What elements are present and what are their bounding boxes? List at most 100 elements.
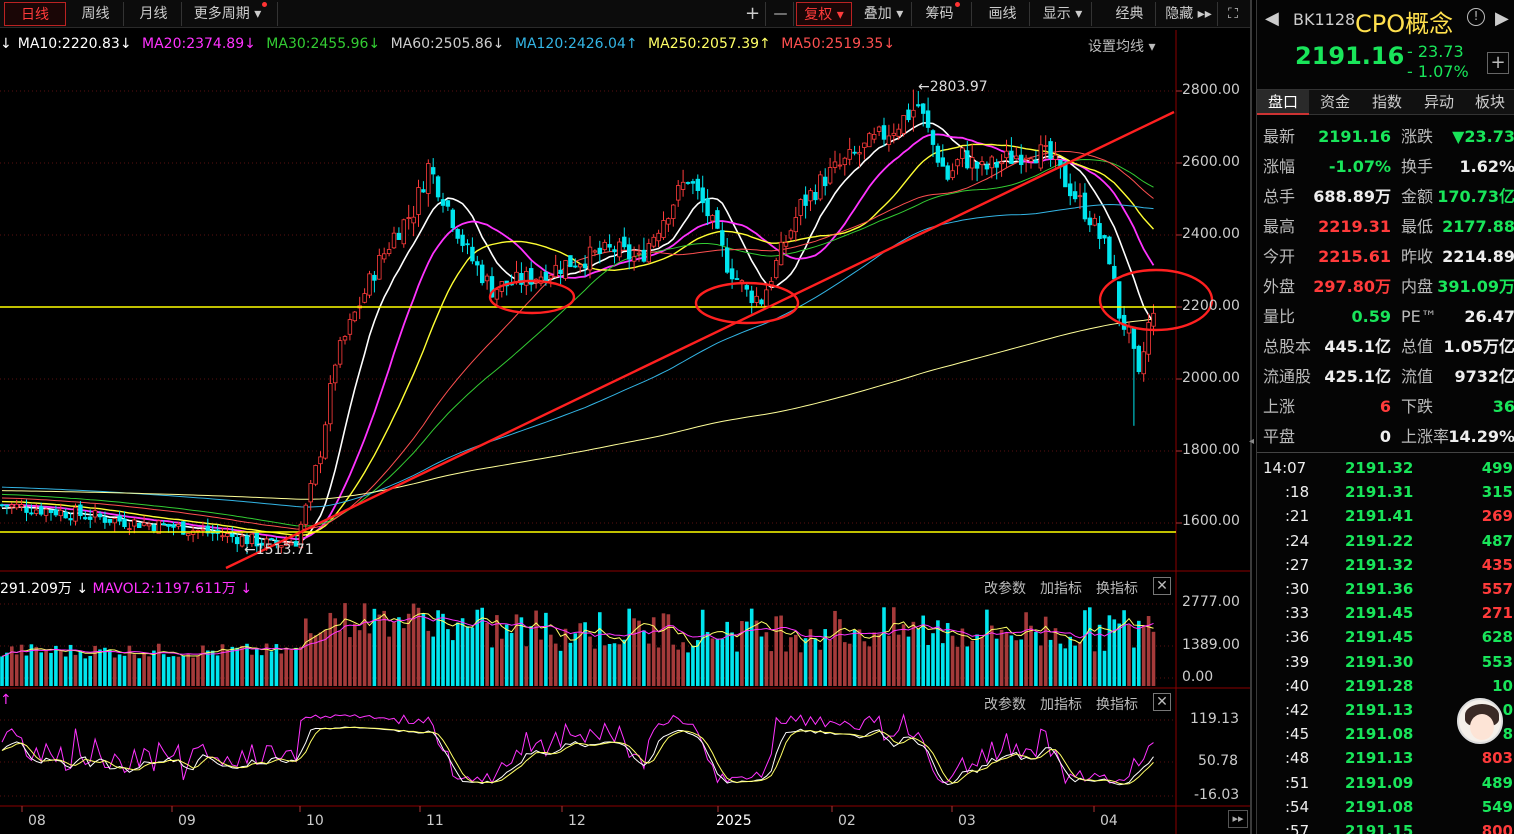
- tab-capital[interactable]: 资金: [1319, 93, 1350, 111]
- fullscreen-icon[interactable]: ⛶: [1228, 6, 1238, 22]
- volume-bar: [607, 643, 612, 686]
- chips-button[interactable]: 筹码: [914, 2, 972, 26]
- candle-body: [901, 115, 906, 134]
- display-dropdown[interactable]: 显示 ▾: [1034, 2, 1092, 26]
- candle-body: [641, 249, 647, 262]
- tab-movement[interactable]: 异动: [1423, 93, 1454, 111]
- scroll-right-icon[interactable]: ▸▸: [1228, 810, 1248, 828]
- candle-body: [249, 533, 255, 544]
- ma-settings-button[interactable]: 设置均线 ▾: [1088, 36, 1155, 56]
- quote-stat-row: 今开 2215.61 昨收 2214.89: [1257, 242, 1514, 272]
- candle-body: [234, 537, 240, 545]
- period-weekly-tab[interactable]: 周线: [68, 2, 124, 26]
- volume-bar: [1004, 632, 1009, 686]
- tick-time: :57: [1285, 822, 1310, 834]
- candle-body: [88, 516, 93, 520]
- candle-body: [362, 293, 367, 303]
- candle-body: [940, 157, 945, 167]
- candle-body: [450, 209, 455, 229]
- candle-body: [906, 109, 911, 121]
- tab-sector[interactable]: 板块: [1474, 93, 1505, 111]
- volume-bar: [999, 629, 1004, 686]
- tick-time: :36: [1285, 628, 1310, 647]
- tick-time: 14:07: [1263, 459, 1307, 477]
- stat-value: 297.80万: [1313, 277, 1391, 296]
- adjust-price-dropdown[interactable]: 复权 ▾: [796, 2, 852, 26]
- candle-body: [1151, 312, 1156, 327]
- tick-time: :40: [1285, 676, 1310, 695]
- quote-stat-row: 量比 0.59 PE™ 26.47: [1257, 302, 1514, 332]
- volume-bar: [284, 647, 288, 686]
- candle-body: [680, 181, 686, 190]
- zoom-in-button[interactable]: +: [740, 2, 766, 26]
- ma-legend: ↓ MA10:2220.83↓ MA20:2374.89↓ MA30:2455.9…: [0, 30, 1180, 58]
- volume-bar: [1092, 651, 1097, 686]
- kline-chart[interactable]: [0, 0, 1256, 834]
- candle-body: [1053, 154, 1058, 160]
- volume-bar: [255, 648, 259, 686]
- close-icon[interactable]: ✕: [1153, 693, 1171, 711]
- candle-body: [9, 504, 14, 508]
- stat-label: 平盘: [1263, 427, 1296, 446]
- volume-bar: [519, 617, 524, 686]
- volume-bar: [1068, 636, 1072, 686]
- period-monthly-tab[interactable]: 月线: [126, 2, 182, 26]
- candle-body: [1131, 326, 1137, 349]
- volume-bar: [1043, 616, 1048, 686]
- stat-label: 换手: [1401, 157, 1434, 176]
- volume-bar: [117, 654, 122, 686]
- info-icon[interactable]: !: [1467, 8, 1485, 26]
- more-periods-dropdown[interactable]: 更多周期 ▾: [184, 2, 278, 26]
- close-icon[interactable]: ✕: [1153, 577, 1171, 595]
- panel-toggle-icon[interactable]: ◂: [1249, 436, 1255, 447]
- candle-body: [1063, 162, 1068, 188]
- candle-body: [259, 542, 264, 546]
- volume-bar: [656, 647, 661, 686]
- prev-stock-icon[interactable]: ◀: [1265, 8, 1279, 29]
- assistant-avatar[interactable]: [1457, 698, 1503, 744]
- classic-button[interactable]: 经典: [1104, 2, 1156, 26]
- overlay-dropdown[interactable]: 叠加 ▾: [856, 2, 912, 26]
- candle-body: [548, 275, 553, 279]
- volume-bar: [83, 658, 88, 686]
- volume-bar: [1029, 625, 1033, 686]
- volume-bar: [583, 622, 587, 686]
- tick-time: :30: [1285, 580, 1310, 598]
- volume-bar: [274, 644, 279, 686]
- candle-body: [293, 541, 299, 547]
- volume-bar: [524, 646, 529, 686]
- tab-index[interactable]: 指数: [1371, 93, 1402, 111]
- stat-label: 金额: [1401, 187, 1434, 206]
- vol-add-indicator-button[interactable]: 加指标: [1040, 581, 1082, 597]
- volume-bar: [78, 651, 83, 686]
- tab-handicap[interactable]: 盘口: [1257, 90, 1309, 115]
- indicator-axis-label: 50.78: [1198, 753, 1239, 769]
- next-stock-icon[interactable]: ▶: [1495, 8, 1509, 29]
- volume-bar: [402, 628, 406, 686]
- add-watchlist-icon[interactable]: +: [1487, 52, 1509, 74]
- volume-bar: [642, 630, 646, 686]
- highlight-circle: [488, 279, 576, 315]
- candle-body: [710, 215, 715, 222]
- ind-switch-indicator-button[interactable]: 换指标: [1096, 697, 1138, 713]
- volume-arrow-icon: ↓: [71, 581, 93, 597]
- ind-add-indicator-button[interactable]: 加指标: [1040, 697, 1082, 713]
- candle-body: [1033, 160, 1039, 164]
- ma20-arrow-icon: ↓: [244, 36, 256, 52]
- period-daily-tab[interactable]: 日线: [4, 2, 66, 26]
- volume-value: 291.209万: [0, 581, 72, 597]
- zoom-out-button[interactable]: —: [768, 2, 794, 26]
- volume-bar: [362, 603, 367, 686]
- tick-price: 2191.32: [1345, 555, 1414, 574]
- ind-change-params-button[interactable]: 改参数: [984, 697, 1026, 713]
- volume-bar: [132, 654, 137, 686]
- hide-button[interactable]: 隐藏 ▸▸: [1160, 2, 1218, 26]
- volume-bar: [573, 633, 578, 686]
- candle-body: [396, 232, 402, 240]
- vol-change-params-button[interactable]: 改参数: [984, 581, 1026, 597]
- vol-switch-indicator-button[interactable]: 换指标: [1096, 581, 1138, 597]
- draw-line-button[interactable]: 画线: [976, 2, 1030, 26]
- volume-bar: [431, 636, 435, 686]
- volume-bar: [240, 645, 244, 686]
- volume-bar: [774, 616, 778, 686]
